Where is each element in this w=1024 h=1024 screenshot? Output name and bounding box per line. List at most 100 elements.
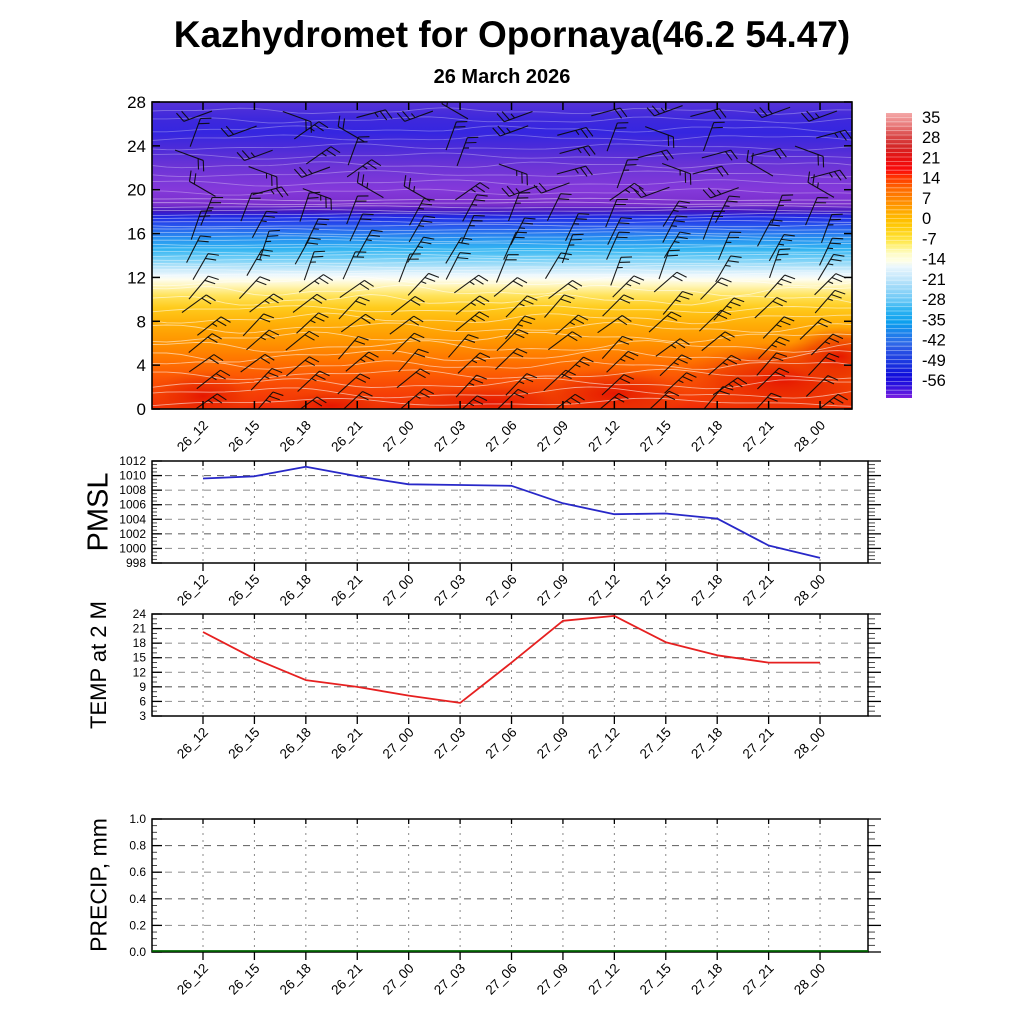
y-tick-label: 0.4: [129, 892, 146, 906]
x-tick-label: 26_15: [225, 961, 262, 998]
x-tick-label: 26_21: [328, 961, 365, 998]
colorbar-tick-label: 14: [922, 170, 940, 188]
y-tick-label: 12: [133, 665, 147, 679]
x-tick-label: 26_18: [277, 961, 314, 998]
x-tick-label: 26_18: [277, 725, 314, 762]
precip-chart: 1.0 0.8 0.6 0.4 0.2 0.0 26_12 26_15 26_18 26_21 27…: [129, 813, 881, 998]
colorbar-tick-label: -21: [922, 271, 946, 289]
plot-frame: [151, 460, 869, 564]
y-tick-label: 0.8: [129, 839, 146, 853]
colorbar-tick-label: 35: [922, 109, 940, 127]
plot-frame: [151, 613, 869, 717]
y-tick-label: 20: [127, 181, 146, 200]
x-tick-label: 27_21: [740, 418, 777, 455]
x-tick-label: 26_21: [328, 418, 365, 455]
y-tick-label: 0.6: [129, 865, 146, 879]
page-title: Kazhydromet for Opornaya(46.2 54.47): [173, 14, 851, 55]
x-tick-label: 28_00: [791, 961, 828, 998]
y-tick-label: 16: [127, 225, 146, 244]
y-tick-label: 0: [137, 400, 146, 419]
pmsl-line: [202, 465, 821, 559]
x-tick-label: 27_18: [688, 418, 725, 455]
warm-pools: [152, 326, 852, 409]
temp2m-line: [202, 615, 821, 704]
x-tick-label: 27_21: [740, 572, 777, 609]
y-tick-label: 18: [133, 636, 147, 650]
x-tick-label: 27_06: [482, 572, 519, 609]
colorbar-tick-label: -28: [922, 291, 946, 309]
y-tick-label: 24: [127, 137, 146, 156]
x-tick-label: 28_00: [791, 418, 828, 455]
pmsl-axis-title: PMSL: [82, 472, 115, 552]
x-tick-label: 27_18: [688, 961, 725, 998]
x-tick-label: 27_09: [534, 961, 571, 998]
plot-frame: [151, 101, 853, 410]
colorbar-tick-label: -42: [922, 332, 946, 350]
colorbar-tick-label: 0: [922, 210, 931, 228]
gridlines: [152, 461, 868, 563]
date-subtitle: 26 March 2026: [433, 66, 571, 88]
axis-ticks: [152, 818, 881, 960]
y-tick-label: 1012: [119, 455, 146, 468]
x-tick-label: 26_15: [225, 572, 262, 609]
y-tick-label: 24: [133, 608, 147, 621]
temp-axis-title: TEMP at 2 M: [86, 601, 111, 729]
y-tick-label: 1010: [119, 469, 146, 483]
y-tick-label: 28: [127, 95, 146, 112]
colorbar-tick-label: 7: [922, 190, 931, 208]
temperature-field: [152, 102, 852, 409]
x-tick-label: 27_00: [380, 961, 417, 998]
contour-lines: [152, 107, 852, 407]
x-tick-label: 26_18: [277, 572, 314, 609]
x-tick-label: 26_15: [225, 725, 262, 762]
x-tick-label: 27_21: [740, 961, 777, 998]
x-tick-label: 27_06: [482, 725, 519, 762]
y-tick-label: 8: [137, 312, 146, 331]
x-tick-label: 26_12: [174, 572, 211, 609]
x-tick-label: 26_12: [174, 961, 211, 998]
y-tick-label: 12: [127, 268, 146, 287]
colorbar-tick-label: -49: [922, 352, 946, 370]
colorbar-tick-label: 21: [922, 149, 940, 167]
x-tick-label: 27_00: [380, 418, 417, 455]
x-tick-label: 27_03: [431, 418, 468, 455]
x-tick-label: 27_09: [534, 572, 571, 609]
x-tick-label: 27_12: [585, 961, 622, 998]
x-tick-label: 27_03: [431, 961, 468, 998]
x-tick-label: 27_15: [637, 725, 674, 762]
x-tick-label: 26_12: [174, 418, 211, 455]
y-tick-label: 1.0: [129, 813, 146, 826]
x-axis-labels: 26_12 26_15 26_18 26_21 27_00 27_03 27_06 27_09…: [174, 572, 828, 609]
axis-ticks: [152, 101, 852, 410]
x-tick-label: 27_03: [431, 725, 468, 762]
x-tick-label: 27_15: [637, 572, 674, 609]
x-tick-label: 27_03: [431, 572, 468, 609]
cross-section-chart: 28 24 20 16 12 8 4 0 26_12 26_15 26_18 26_21 27_00 27…: [127, 95, 946, 455]
x-axis-labels: 26_12 26_15 26_18 26_21 27_00 27_03 27_06 27_09…: [174, 418, 828, 455]
colorbar: 35 28 21 14 7 0 -7 -14 -21 -28 -35 -42 -49 -56: [886, 109, 946, 398]
x-tick-label: 26_15: [225, 418, 262, 455]
x-tick-label: 26_18: [277, 418, 314, 455]
x-tick-label: 26_12: [174, 725, 211, 762]
y-tick-label: 1006: [119, 498, 146, 512]
x-tick-label: 27_12: [585, 725, 622, 762]
axis-ticks: [152, 460, 881, 571]
y-tick-label: 4: [137, 356, 146, 375]
gridlines: [152, 819, 868, 952]
y-tick-label: 21: [133, 622, 147, 636]
x-tick-label: 26_21: [328, 725, 365, 762]
colorbar-tick-label: -7: [922, 230, 937, 248]
y-tick-label: 9: [139, 680, 146, 694]
x-tick-label: 27_09: [534, 418, 571, 455]
x-tick-label: 27_06: [482, 961, 519, 998]
x-tick-label: 27_15: [637, 961, 674, 998]
x-tick-label: 27_09: [534, 725, 571, 762]
x-axis-labels: 26_12 26_15 26_18 26_21 27_00 27_03 27_06 27_09…: [174, 961, 828, 998]
gridlines: [152, 614, 868, 716]
colorbar-tick-label: -56: [922, 372, 946, 390]
colorbar-tick-label: -35: [922, 311, 946, 329]
y-tick-label: 0.0: [129, 945, 146, 959]
x-tick-label: 27_21: [740, 725, 777, 762]
x-tick-label: 27_12: [585, 572, 622, 609]
